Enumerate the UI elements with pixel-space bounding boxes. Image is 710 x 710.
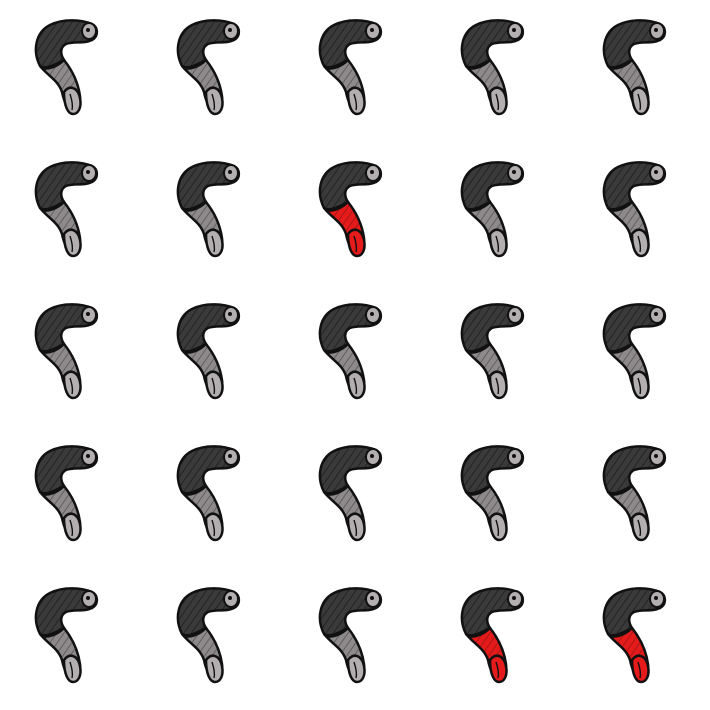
worm-icon — [318, 587, 383, 684]
worm-icon — [34, 587, 99, 684]
worm-icon-highlighted — [460, 587, 525, 684]
worm-icon — [460, 303, 525, 400]
worm-icon — [176, 19, 241, 116]
worm-tile-r4-c5[interactable] — [568, 426, 710, 568]
worm-tile-r2-c4[interactable] — [426, 142, 568, 284]
worm-icon-highlighted — [602, 587, 667, 684]
worm-icon — [34, 445, 99, 542]
worm-tile-r5-c3[interactable] — [284, 568, 426, 710]
worm-tile-r5-c2[interactable] — [142, 568, 284, 710]
worm-tile-r4-c4[interactable] — [426, 426, 568, 568]
worm-tile-r1-c3[interactable] — [284, 0, 426, 142]
worm-icon — [318, 19, 383, 116]
worm-icon — [176, 445, 241, 542]
worm-tile-r1-c5[interactable] — [568, 0, 710, 142]
worm-icon — [460, 161, 525, 258]
worm-tile-r1-c1[interactable] — [0, 0, 142, 142]
worm-icon — [318, 445, 383, 542]
worm-tile-r2-c1[interactable] — [0, 142, 142, 284]
worm-icon — [176, 587, 241, 684]
worm-tile-r3-c5[interactable] — [568, 284, 710, 426]
worm-icon — [460, 445, 525, 542]
worm-tile-r3-c2[interactable] — [142, 284, 284, 426]
worm-icon — [602, 19, 667, 116]
worm-tile-r3-c3[interactable] — [284, 284, 426, 426]
worm-icon — [318, 303, 383, 400]
worm-icon — [34, 161, 99, 258]
worm-tile-r2-c5[interactable] — [568, 142, 710, 284]
worm-icon — [34, 19, 99, 116]
worm-tile-r4-c1[interactable] — [0, 426, 142, 568]
worm-icon — [34, 303, 99, 400]
worm-icon — [460, 19, 525, 116]
worm-tile-r2-c3[interactable] — [284, 142, 426, 284]
worm-tile-r5-c5[interactable] — [568, 568, 710, 710]
worm-icon — [176, 161, 241, 258]
worm-tile-r1-c4[interactable] — [426, 0, 568, 142]
worm-icon — [176, 303, 241, 400]
worm-tile-r2-c2[interactable] — [142, 142, 284, 284]
worm-tile-r5-c4[interactable] — [426, 568, 568, 710]
worm-tile-r4-c2[interactable] — [142, 426, 284, 568]
worm-tile-r4-c3[interactable] — [284, 426, 426, 568]
worm-icon-highlighted — [318, 161, 383, 258]
worm-tile-r3-c4[interactable] — [426, 284, 568, 426]
worm-tile-r3-c1[interactable] — [0, 284, 142, 426]
worm-icon — [602, 303, 667, 400]
worm-tile-r5-c1[interactable] — [0, 568, 142, 710]
worm-tile-r1-c2[interactable] — [142, 0, 284, 142]
worm-icon — [602, 445, 667, 542]
worm-icon — [602, 161, 667, 258]
